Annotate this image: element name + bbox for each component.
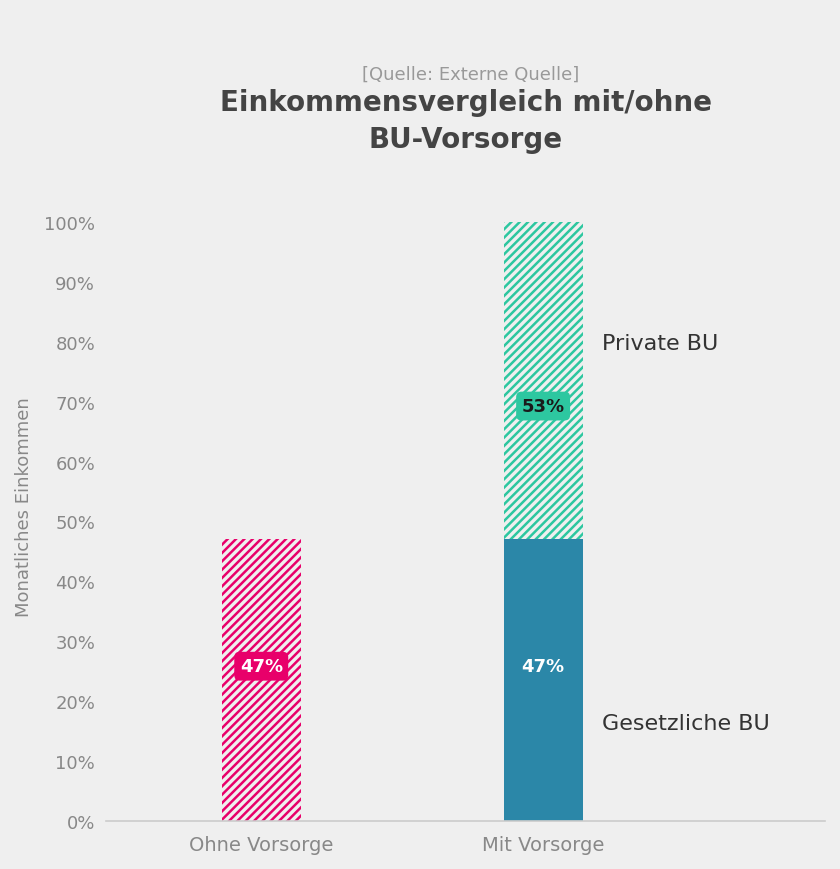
Title: Einkommensvergleich mit/ohne
BU-Vorsorge
: Einkommensvergleich mit/ohne BU-Vorsorge xyxy=(219,89,711,190)
Text: Private BU: Private BU xyxy=(602,333,718,353)
Bar xyxy=(504,540,583,821)
Text: 47%: 47% xyxy=(522,658,564,675)
Text: Gesetzliche BU: Gesetzliche BU xyxy=(602,713,770,733)
Bar xyxy=(504,222,583,540)
Text: 47%: 47% xyxy=(239,658,283,675)
Text: [Quelle: Externe Quelle]: [Quelle: Externe Quelle] xyxy=(362,65,579,83)
Text: 53%: 53% xyxy=(522,398,564,415)
Bar xyxy=(222,540,301,821)
Y-axis label: Monatliches Einkommen: Monatliches Einkommen xyxy=(15,397,33,617)
